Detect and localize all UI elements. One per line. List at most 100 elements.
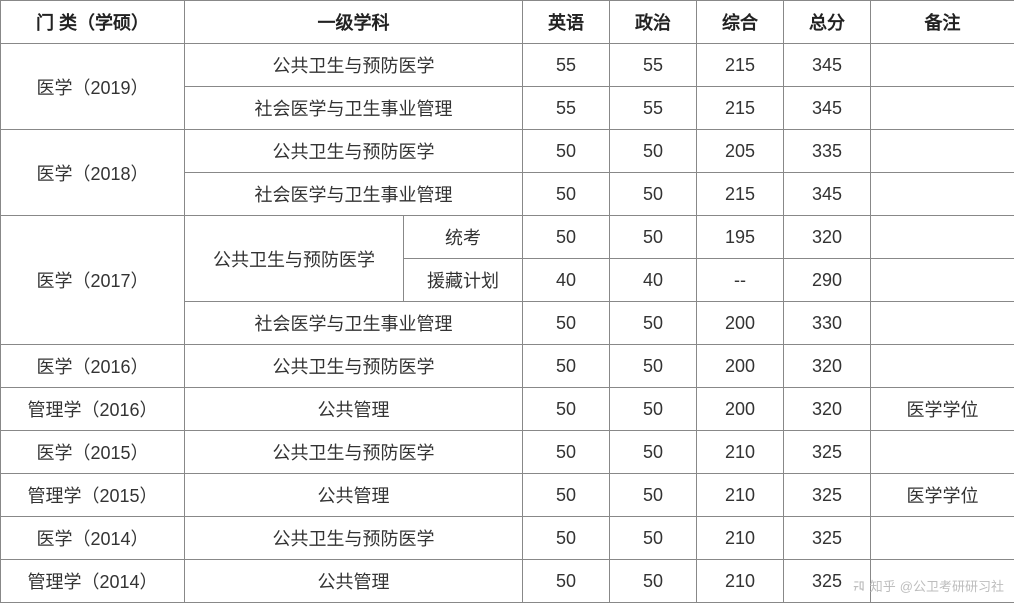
cell-subject: 公共卫生与预防医学: [185, 130, 523, 173]
cell-english: 50: [523, 560, 610, 603]
cell-remark: [871, 431, 1014, 474]
cell-english: 50: [523, 302, 610, 345]
cell-remark: [871, 173, 1014, 216]
cell-comprehensive: 210: [697, 474, 784, 517]
cell-english: 50: [523, 130, 610, 173]
cell-category: 管理学（2015）: [1, 474, 185, 517]
cell-english: 50: [523, 517, 610, 560]
cell-subject: 公共管理: [185, 560, 523, 603]
cell-subject: 社会医学与卫生事业管理: [185, 173, 523, 216]
cell-remark: [871, 44, 1014, 87]
cell-total: 320: [784, 345, 871, 388]
cell-comprehensive: 215: [697, 44, 784, 87]
cell-remark: 医学学位: [871, 474, 1014, 517]
cell-total: 345: [784, 44, 871, 87]
cell-total: 345: [784, 87, 871, 130]
cell-english: 55: [523, 87, 610, 130]
table-row: 医学（2016）公共卫生与预防医学5050200320: [1, 345, 1014, 388]
cell-subject: 社会医学与卫生事业管理: [185, 87, 523, 130]
cell-politics: 50: [610, 130, 697, 173]
table-row: 管理学（2015）公共管理5050210325医学学位: [1, 474, 1014, 517]
header-subject: 一级学科: [185, 1, 523, 44]
zhihu-icon: [852, 579, 866, 593]
cell-politics: 50: [610, 517, 697, 560]
cell-subject: 公共卫生与预防医学: [185, 44, 523, 87]
cell-politics: 50: [610, 173, 697, 216]
cell-total: 325: [784, 431, 871, 474]
header-politics: 政治: [610, 1, 697, 44]
cell-remark: 医学学位: [871, 388, 1014, 431]
cell-total: 325: [784, 517, 871, 560]
cell-subject: 社会医学与卫生事业管理: [185, 302, 523, 345]
cell-politics: 40: [610, 259, 697, 302]
cell-english: 50: [523, 173, 610, 216]
cell-english: 40: [523, 259, 610, 302]
cell-comprehensive: 215: [697, 173, 784, 216]
cell-english: 50: [523, 474, 610, 517]
cell-politics: 50: [610, 474, 697, 517]
table-header: 门 类（学硕） 一级学科 英语 政治 综合 总分 备注: [1, 1, 1014, 44]
cell-remark: [871, 302, 1014, 345]
cell-subject: 公共管理: [185, 474, 523, 517]
cell-english: 55: [523, 44, 610, 87]
cell-politics: 50: [610, 216, 697, 259]
cell-subject-a: 公共卫生与预防医学: [185, 216, 404, 302]
cell-total: 290: [784, 259, 871, 302]
cell-total: 330: [784, 302, 871, 345]
cell-politics: 50: [610, 431, 697, 474]
cell-comprehensive: 200: [697, 302, 784, 345]
cell-subject-b: 统考: [404, 216, 523, 259]
cell-total: 335: [784, 130, 871, 173]
cell-total: 325: [784, 474, 871, 517]
table-row: 医学（2015）公共卫生与预防医学5050210325: [1, 431, 1014, 474]
cell-category: 医学（2017）: [1, 216, 185, 345]
cell-comprehensive: --: [697, 259, 784, 302]
table-row: 医学（2018）公共卫生与预防医学5050205335: [1, 130, 1014, 173]
cell-total: 320: [784, 388, 871, 431]
cell-english: 50: [523, 216, 610, 259]
table-body: 医学（2019）公共卫生与预防医学5555215345社会医学与卫生事业管理55…: [1, 44, 1014, 603]
cell-politics: 50: [610, 560, 697, 603]
cell-remark: [871, 87, 1014, 130]
cell-english: 50: [523, 345, 610, 388]
table-row: 医学（2019）公共卫生与预防医学5555215345: [1, 44, 1014, 87]
cell-total: 345: [784, 173, 871, 216]
header-english: 英语: [523, 1, 610, 44]
cell-remark: [871, 517, 1014, 560]
score-table: 门 类（学硕） 一级学科 英语 政治 综合 总分 备注 医学（2019）公共卫生…: [0, 0, 1014, 603]
cell-remark: [871, 216, 1014, 259]
table-row: 医学（2017）公共卫生与预防医学统考5050195320: [1, 216, 1014, 259]
header-category: 门 类（学硕）: [1, 1, 185, 44]
watermark-brand: 知乎: [870, 576, 896, 595]
cell-comprehensive: 200: [697, 388, 784, 431]
header-comprehensive: 综合: [697, 1, 784, 44]
table-row: 管理学（2016）公共管理5050200320医学学位: [1, 388, 1014, 431]
cell-subject: 公共管理: [185, 388, 523, 431]
header-row: 门 类（学硕） 一级学科 英语 政治 综合 总分 备注: [1, 1, 1014, 44]
cell-comprehensive: 200: [697, 345, 784, 388]
table-row: 医学（2014）公共卫生与预防医学5050210325: [1, 517, 1014, 560]
cell-comprehensive: 210: [697, 517, 784, 560]
cell-subject-b: 援藏计划: [404, 259, 523, 302]
header-total: 总分: [784, 1, 871, 44]
cell-politics: 55: [610, 44, 697, 87]
cell-politics: 50: [610, 345, 697, 388]
cell-politics: 55: [610, 87, 697, 130]
cell-subject: 公共卫生与预防医学: [185, 517, 523, 560]
header-remark: 备注: [871, 1, 1014, 44]
cell-comprehensive: 210: [697, 431, 784, 474]
cell-politics: 50: [610, 302, 697, 345]
watermark-author: @公卫考研研习社: [900, 576, 1004, 595]
cell-comprehensive: 210: [697, 560, 784, 603]
cell-category: 医学（2015）: [1, 431, 185, 474]
cell-politics: 50: [610, 388, 697, 431]
cell-category: 管理学（2014）: [1, 560, 185, 603]
cell-comprehensive: 215: [697, 87, 784, 130]
cell-comprehensive: 205: [697, 130, 784, 173]
cell-remark: [871, 259, 1014, 302]
cell-category: 医学（2014）: [1, 517, 185, 560]
cell-category: 医学（2018）: [1, 130, 185, 216]
watermark: 知乎 @公卫考研研习社: [852, 576, 1004, 595]
cell-comprehensive: 195: [697, 216, 784, 259]
cell-english: 50: [523, 388, 610, 431]
